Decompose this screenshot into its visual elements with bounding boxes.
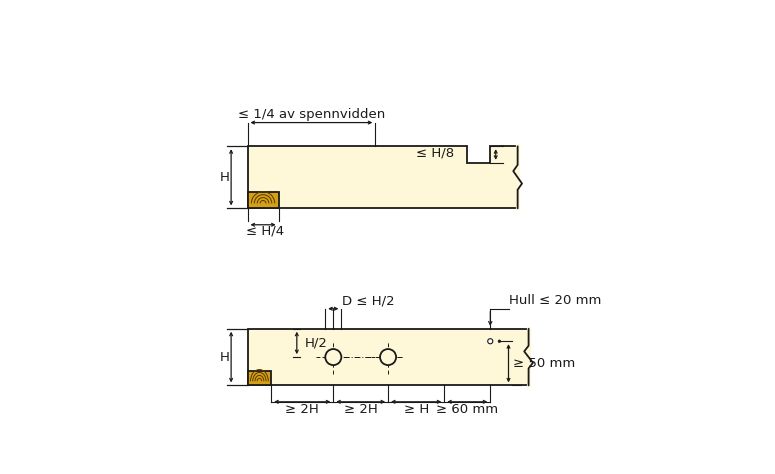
Bar [247, 329, 529, 385]
Text: H/2: H/2 [305, 337, 328, 349]
Text: ≥ 2H: ≥ 2H [285, 402, 319, 416]
Text: ≤ H/8: ≤ H/8 [415, 146, 453, 159]
Text: H: H [219, 351, 229, 364]
Text: ≥ 2H: ≥ 2H [344, 402, 377, 416]
Text: H: H [219, 171, 229, 184]
Circle shape [487, 339, 493, 344]
Bar [247, 192, 278, 209]
Circle shape [326, 349, 341, 365]
Circle shape [380, 349, 396, 365]
Text: ≤ 1/4 av spennvidden: ≤ 1/4 av spennvidden [238, 108, 385, 121]
Text: D ≤ H/2: D ≤ H/2 [343, 295, 395, 308]
Text: ≥ 60 mm: ≥ 60 mm [436, 402, 498, 416]
Text: ≥ 50 mm: ≥ 50 mm [513, 357, 575, 370]
Text: ≥ H: ≥ H [404, 402, 429, 416]
Text: ≤ H/4: ≤ H/4 [246, 225, 284, 238]
Text: Hull ≤ 20 mm: Hull ≤ 20 mm [509, 294, 601, 307]
Circle shape [498, 340, 501, 343]
Polygon shape [247, 146, 518, 209]
Bar [247, 372, 271, 385]
